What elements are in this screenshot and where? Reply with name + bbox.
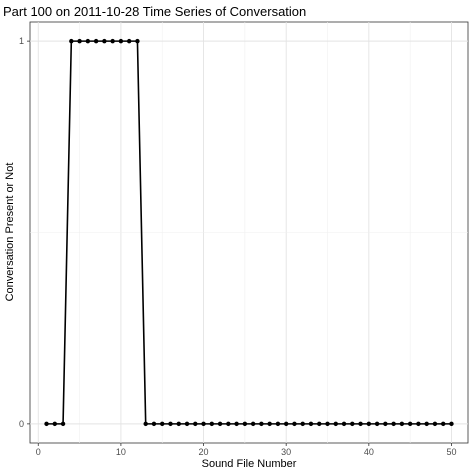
- data-point: [93, 38, 99, 44]
- data-point: [151, 421, 157, 427]
- data-point: [102, 38, 107, 44]
- data-point: [242, 421, 248, 427]
- axis-layer: 0 10 20 30 40 50 0 1: [19, 36, 456, 457]
- data-point: [424, 421, 429, 427]
- data-point: [69, 38, 74, 44]
- data-point: [209, 421, 215, 427]
- x-tick-label: 40: [364, 447, 374, 457]
- data-point: [350, 421, 355, 427]
- data-point: [143, 421, 148, 427]
- data-point: [226, 421, 231, 427]
- x-tick-label: 0: [36, 447, 41, 457]
- data-point: [259, 421, 264, 427]
- series-layer: [44, 38, 454, 427]
- data-point: [267, 421, 272, 427]
- data-point: [160, 421, 165, 427]
- data-point: [184, 421, 190, 427]
- data-point: [118, 38, 124, 44]
- data-point: [250, 421, 256, 427]
- data-point: [292, 421, 297, 427]
- data-point: [416, 421, 421, 427]
- data-point: [135, 38, 140, 44]
- data-point: [234, 421, 239, 427]
- data-point: [441, 421, 446, 427]
- data-point: [77, 38, 82, 44]
- data-point: [399, 421, 405, 427]
- data-point: [176, 421, 181, 427]
- data-point: [201, 421, 206, 427]
- x-tick-label: 50: [446, 447, 456, 457]
- y-tick-label: 0: [19, 419, 24, 429]
- data-point: [85, 38, 91, 44]
- data-point: [383, 421, 388, 427]
- data-point: [300, 421, 305, 427]
- chart-title: Part 100 on 2011-10-28 Time Series of Co…: [3, 4, 306, 19]
- data-point: [217, 421, 223, 427]
- data-point: [168, 421, 173, 427]
- grid-layer: [30, 22, 468, 443]
- data-point: [333, 421, 338, 427]
- data-point: [358, 421, 363, 427]
- data-point: [283, 421, 289, 427]
- data-point: [193, 421, 198, 427]
- y-tick-label: 1: [19, 36, 24, 46]
- data-point: [325, 421, 330, 427]
- data-point: [60, 421, 66, 427]
- data-point: [52, 421, 57, 427]
- x-axis-label: Sound File Number: [202, 458, 297, 470]
- data-point: [275, 421, 281, 427]
- data-point: [366, 421, 372, 427]
- data-point: [391, 421, 396, 427]
- data-point: [341, 421, 347, 427]
- data-point: [308, 421, 314, 427]
- data-point: [126, 38, 132, 44]
- x-tick-label: 30: [281, 447, 291, 457]
- data-point: [317, 421, 322, 427]
- data-point: [110, 38, 115, 44]
- data-point: [374, 421, 380, 427]
- data-point: [449, 421, 454, 427]
- data-point: [432, 421, 438, 427]
- x-tick-label: 10: [116, 447, 126, 457]
- data-point: [407, 421, 413, 427]
- data-point: [44, 421, 49, 427]
- y-axis-label: Conversation Present or Not: [4, 163, 16, 302]
- x-tick-label: 20: [199, 447, 209, 457]
